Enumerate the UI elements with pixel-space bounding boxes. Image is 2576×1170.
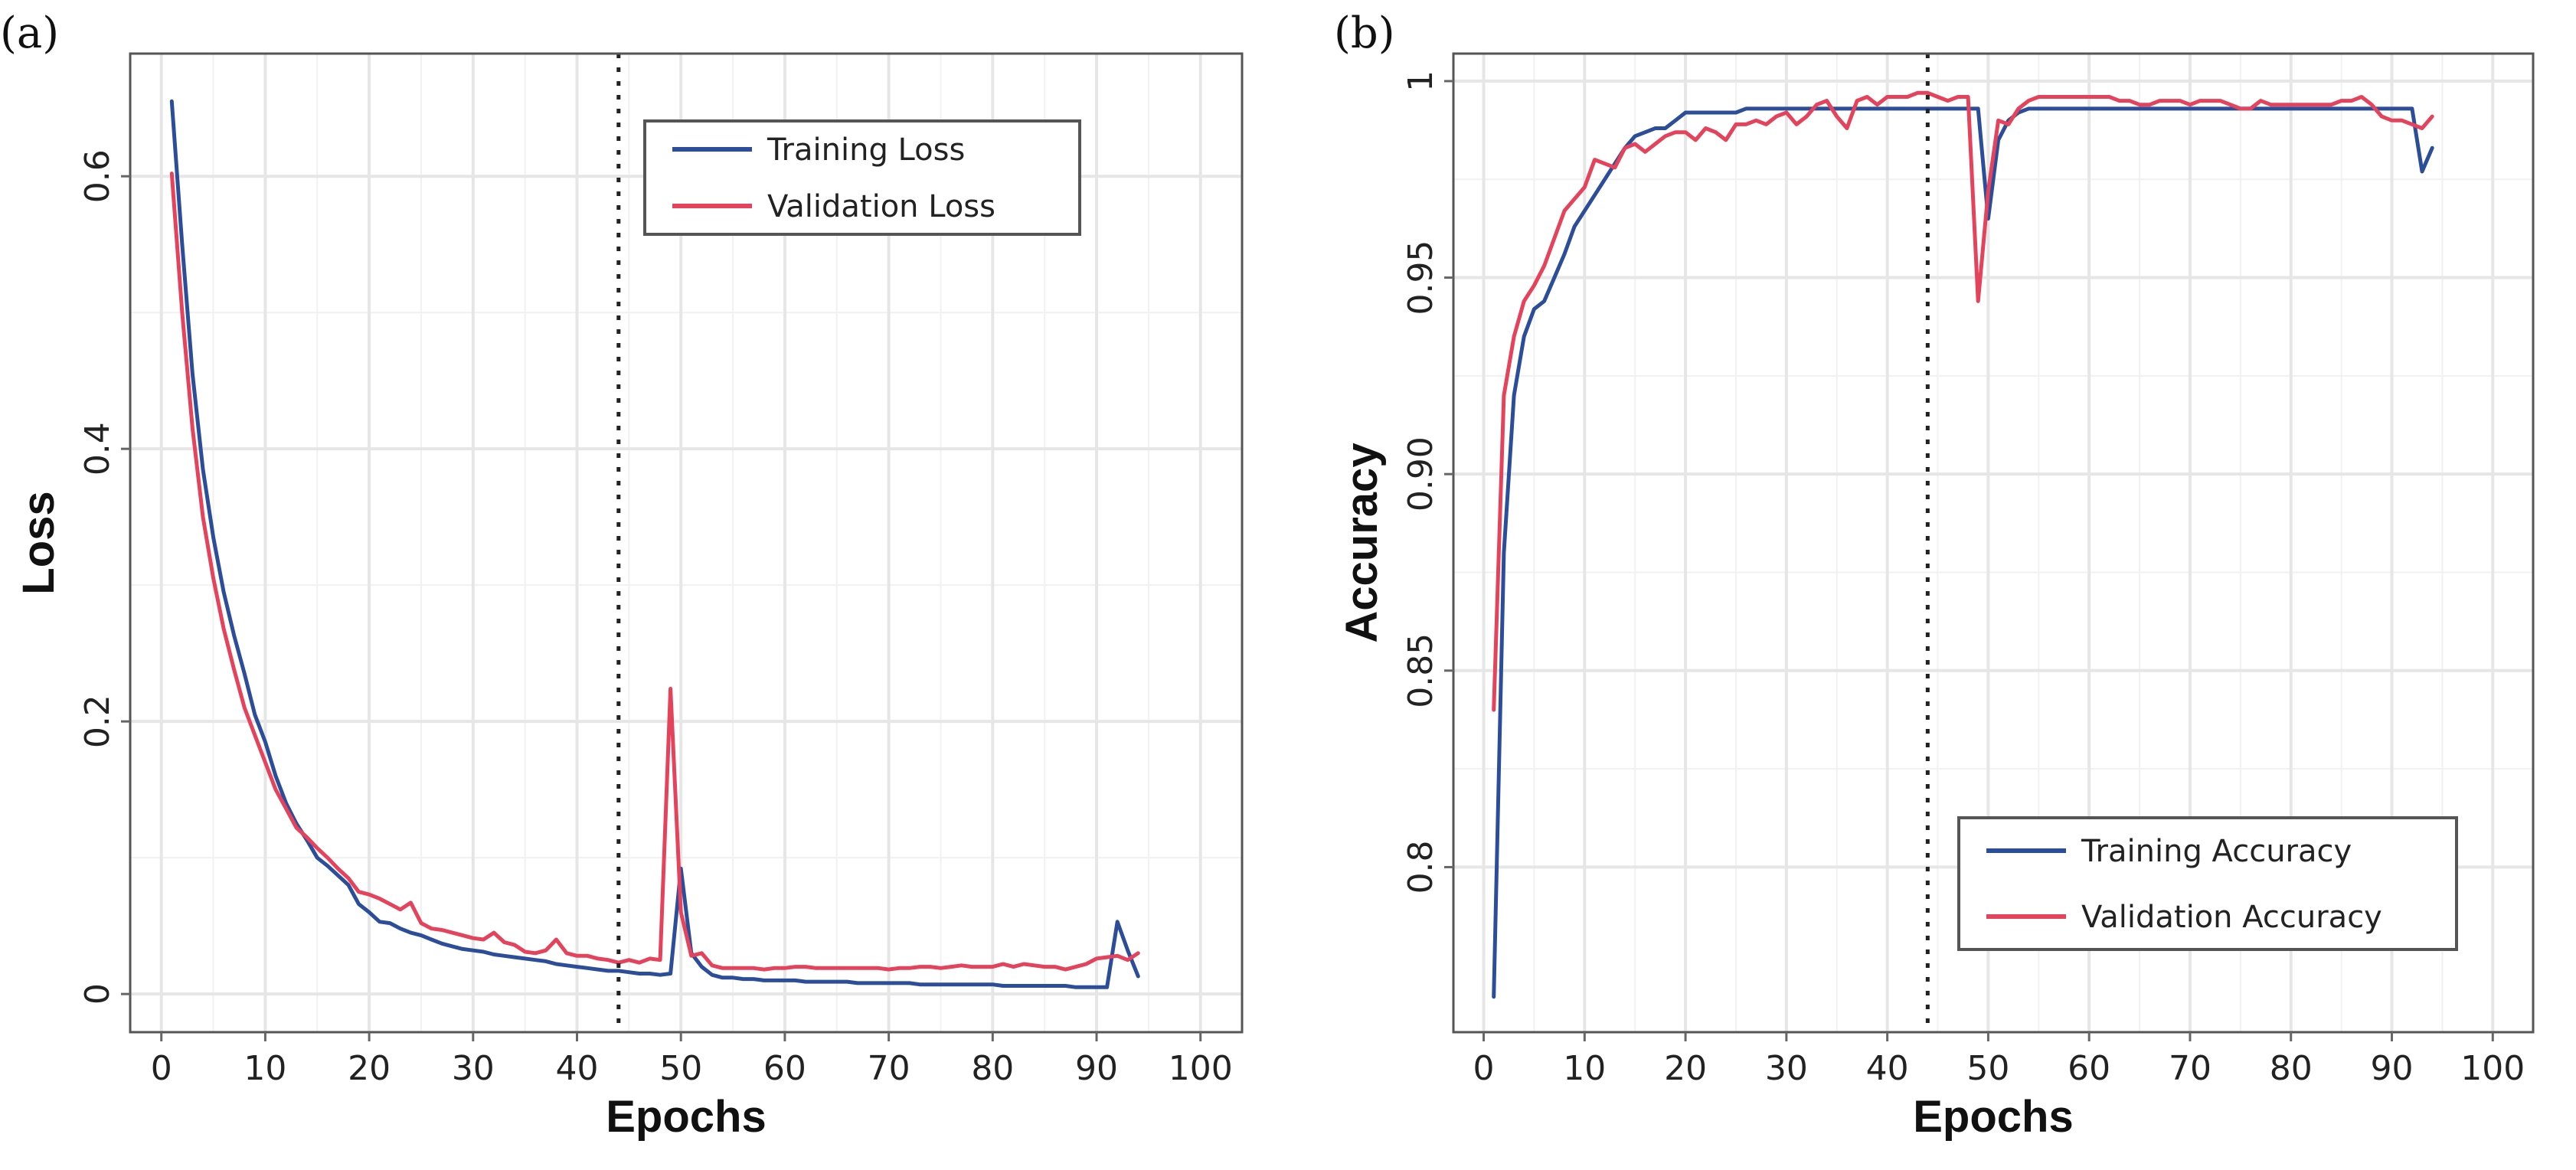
loss-legend: Training Loss Validation Loss: [643, 119, 1081, 236]
loss-series: [169, 99, 1140, 989]
accuracy-x-axis-label: Epochs: [1913, 1092, 2074, 1142]
accuracy-y-ticks: 0.8 0.85 0.90 0.95 1: [1401, 70, 1453, 894]
panel-label: (b): [1334, 8, 1395, 58]
x-tick-label: 40: [1866, 1049, 1909, 1088]
accuracy-x-ticks: 0 10 20 30 40 50 60 70 80 90 100: [1473, 1032, 2525, 1088]
series-line-training-accuracy: [1492, 106, 2434, 999]
x-tick-label: 20: [1664, 1049, 1707, 1088]
series-line-training-loss: [169, 99, 1140, 989]
panel-label: (a): [0, 8, 59, 58]
y-tick-label: 0: [78, 983, 117, 1005]
series-line-validation-loss: [169, 172, 1140, 972]
loss-x-ticks: 0 10 20 30 40 50 60 70 80 90 100: [151, 1032, 1233, 1088]
x-tick-label: 90: [2371, 1049, 2414, 1088]
x-tick-label: 40: [556, 1049, 599, 1088]
series-line-validation-accuracy: [1492, 90, 2434, 712]
x-tick-label: 60: [763, 1049, 806, 1088]
loss-y-ticks: 0 0.2 0.4 0.6: [78, 149, 130, 1005]
loss-chart: (a) 0 0.2 0.4 0.6 0 10 20 30 40 50 60 70 80 90 100 Ep…: [0, 8, 1244, 1142]
loss-y-axis-label: Loss: [14, 491, 64, 594]
x-tick-label: 0: [151, 1049, 172, 1088]
accuracy-series: [1492, 90, 2434, 999]
x-tick-label: 20: [348, 1049, 391, 1088]
accuracy-legend: Training Accuracy Validation Accuracy: [1957, 816, 2458, 951]
x-tick-label: 30: [1765, 1049, 1808, 1088]
y-tick-label: 0.95: [1401, 240, 1440, 315]
y-tick-label: 0.90: [1401, 436, 1440, 511]
x-tick-label: 100: [2460, 1049, 2525, 1088]
legend-label-validation-accuracy: Validation Accuracy: [2081, 900, 2382, 935]
loss-plot-frame: [129, 52, 1244, 1034]
y-tick-label: 0.85: [1401, 633, 1440, 708]
x-tick-label: 100: [1169, 1049, 1233, 1088]
accuracy-chart: (b) 0.8 0.85 0.90 0.95 1 0 10 20 30 40 50 60 70 80 90…: [1334, 8, 2535, 1142]
x-tick-label: 70: [868, 1049, 910, 1088]
legend-label-training-accuracy: Training Accuracy: [2081, 834, 2352, 869]
x-tick-label: 30: [452, 1049, 495, 1088]
loss-legend-box: [643, 119, 1081, 236]
loss-x-axis-label: Epochs: [606, 1092, 767, 1142]
x-tick-label: 80: [2270, 1049, 2313, 1088]
legend-label-training-loss: Training Loss: [767, 132, 965, 168]
accuracy-plot-frame: [1452, 52, 2535, 1034]
x-tick-label: 90: [1075, 1049, 1118, 1088]
x-tick-label: 0: [1473, 1049, 1495, 1088]
y-tick-label: 0.2: [78, 694, 117, 748]
y-tick-label: 0.6: [78, 149, 117, 203]
y-tick-label: 0.8: [1401, 840, 1440, 894]
x-tick-label: 70: [2169, 1049, 2212, 1088]
x-tick-label: 10: [244, 1049, 286, 1088]
y-tick-label: 1: [1401, 70, 1440, 92]
y-tick-label: 0.4: [78, 422, 117, 476]
legend-label-validation-loss: Validation Loss: [767, 189, 995, 224]
accuracy-legend-box: [1957, 816, 2458, 951]
x-tick-label: 10: [1563, 1049, 1606, 1088]
x-tick-label: 50: [659, 1049, 702, 1088]
x-tick-label: 50: [1966, 1049, 2009, 1088]
x-tick-label: 60: [2068, 1049, 2110, 1088]
x-tick-label: 80: [971, 1049, 1014, 1088]
accuracy-y-axis-label: Accuracy: [1337, 443, 1387, 642]
